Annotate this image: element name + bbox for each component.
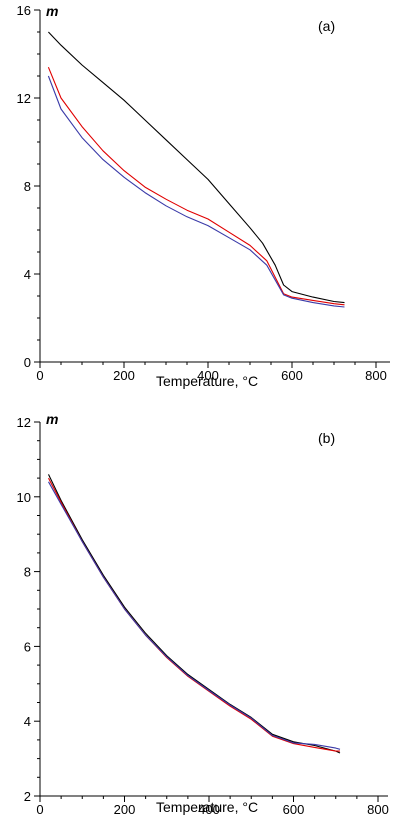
tick-group: 0 200 400 600 800 0 4 8 12 16 <box>17 3 387 383</box>
y-axis-label: m <box>46 3 58 19</box>
series-line-3 <box>47 75 345 308</box>
y-tick-label: 0 <box>24 355 31 370</box>
y-tick-label: 2 <box>24 789 31 804</box>
chart-panel-b: 0 200 400 600 800 2 4 6 8 10 12 m (b) Temperature,… <box>17 411 389 817</box>
y-axis-label: m <box>46 411 58 427</box>
panel-label: (b) <box>318 430 335 446</box>
series-line-3 <box>48 481 341 750</box>
x-axis-label: Temperature, °C <box>156 799 258 815</box>
y-tick-label: 10 <box>17 490 31 505</box>
series-line-1 <box>48 474 341 754</box>
y-tick-label: 8 <box>24 179 31 194</box>
tick-group: 0 200 400 600 800 2 4 6 8 10 12 <box>17 415 389 817</box>
x-tick-label: 400 <box>198 802 220 817</box>
series-group <box>48 474 341 754</box>
panel-label: (a) <box>318 18 335 34</box>
x-tick-label: 0 <box>36 802 43 817</box>
x-tick-label: 200 <box>113 368 135 383</box>
x-tick-label: 600 <box>281 368 303 383</box>
y-tick-label: 6 <box>24 639 31 654</box>
series-line-2 <box>47 66 345 306</box>
y-tick-label: 8 <box>24 565 31 580</box>
x-tick-label: 800 <box>365 368 387 383</box>
x-tick-label: 400 <box>197 368 219 383</box>
x-tick-label: 600 <box>283 802 305 817</box>
y-tick-label: 4 <box>24 714 31 729</box>
series-group <box>47 31 345 308</box>
x-tick-label: 200 <box>114 802 136 817</box>
series-line-2 <box>48 477 340 752</box>
series-line-1 <box>48 31 345 304</box>
y-tick-label: 16 <box>17 3 31 18</box>
y-tick-label: 12 <box>17 91 31 106</box>
chart-panel-a: 0 200 400 600 800 0 4 8 12 16 m (a) Temperature, … <box>17 3 390 389</box>
y-tick-label: 12 <box>17 415 31 430</box>
x-axis-label: Temperature, °C <box>156 373 258 389</box>
x-tick-label: 800 <box>367 802 389 817</box>
x-tick-label: 0 <box>36 368 43 383</box>
y-tick-label: 4 <box>24 267 31 282</box>
